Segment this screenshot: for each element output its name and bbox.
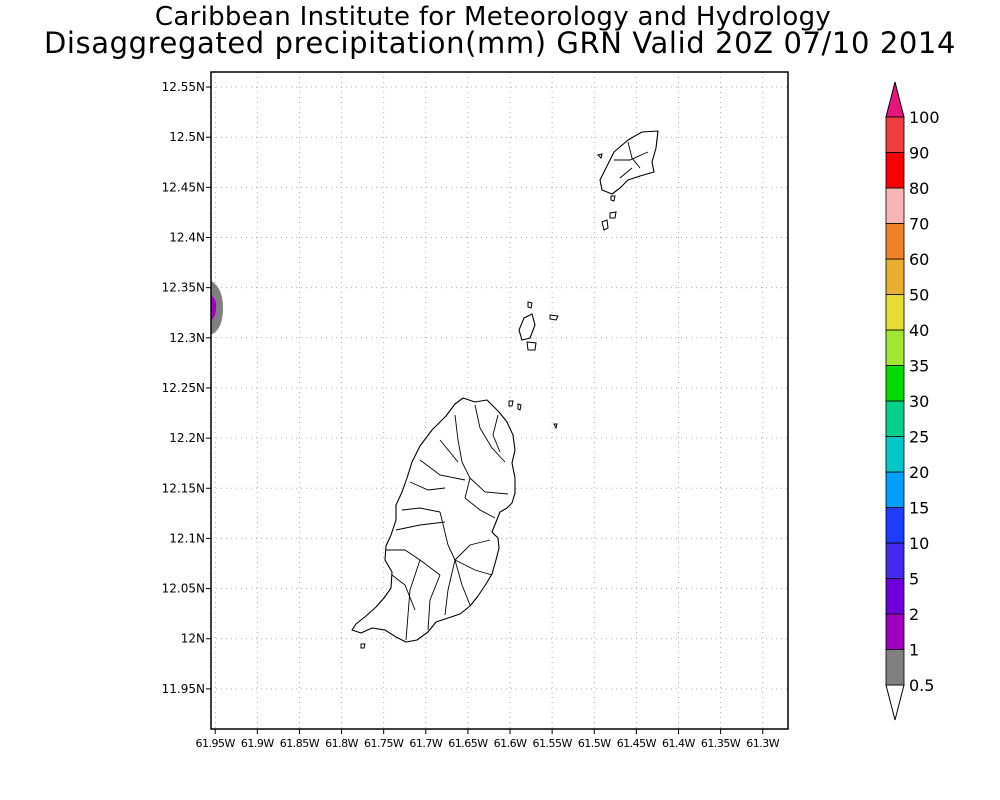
lon-tick-label: 61.85W [280, 737, 320, 750]
colorbar-swatch [885, 507, 905, 544]
grenada-boundaries [386, 404, 509, 641]
precip-area-outer [211, 280, 223, 335]
lat-tick-label: 12.35N [162, 281, 205, 295]
lon-tick-label: 61.9W [241, 737, 274, 750]
lat-tick-label: 12.05N [162, 582, 205, 596]
colorbar-label: 2 [909, 605, 919, 624]
small-island [553, 423, 558, 430]
lat-tick-label: 12N [181, 632, 205, 646]
precipitation-layer [211, 280, 223, 335]
lon-tick-label: 61.95W [196, 737, 236, 750]
lon-tick-label: 61.7W [409, 737, 442, 750]
colorbar-label: 15 [909, 499, 929, 518]
map-axes: 12.55N 12.5N 12.45N 12.4N 12.35N 12.3N 12.25N 1… [162, 80, 781, 750]
colorbar-label: 10 [909, 534, 929, 553]
lat-tick-label: 12.4N [169, 231, 205, 245]
ronde-island [518, 313, 536, 341]
petite-martinique-island [601, 219, 609, 231]
chart-subtitle: Disaggregated precipitation(mm) GRN Vali… [43, 26, 957, 60]
colorbar-swatch [885, 329, 905, 366]
colorbar-label: 80 [909, 179, 929, 198]
colorbar-label: 40 [909, 321, 929, 340]
colorbar-label: 70 [909, 215, 929, 234]
colorbar-swatch [885, 187, 905, 224]
colorbar-label: 1 [909, 641, 919, 660]
colorbar-label: 90 [909, 144, 929, 163]
colorbar-over-triangle [885, 81, 905, 118]
colorbar-swatch [885, 294, 905, 331]
lat-tick-label: 12.5N [169, 130, 205, 144]
colorbar-label: 50 [909, 286, 929, 305]
carriacou-island [599, 130, 659, 195]
colorbar-swatch [885, 578, 905, 615]
small-island [508, 400, 514, 407]
colorbar-swatch [885, 400, 905, 437]
colorbar-label: 100 [909, 108, 940, 127]
lon-tick-label: 61.55W [532, 737, 572, 750]
colorbar-swatch [885, 223, 905, 260]
lat-tick-label: 12.2N [169, 431, 205, 445]
chart-title: Caribbean Institute for Meteorology and … [154, 2, 832, 32]
small-island [517, 403, 522, 411]
colorbar-label: 20 [909, 463, 929, 482]
colorbar-swatch [885, 365, 905, 402]
colorbar-label: 30 [909, 392, 929, 411]
colorbar-swatch [885, 613, 905, 650]
small-island [527, 301, 533, 309]
map-frame [210, 71, 789, 730]
lon-tick-label: 61.8W [325, 737, 358, 750]
colorbar-swatch [885, 152, 905, 189]
lat-tick-label: 12.1N [169, 531, 205, 545]
lat-tick-label: 12.25N [162, 381, 205, 395]
grid-lines [211, 72, 788, 729]
lon-tick-label: 61.65W [448, 737, 488, 750]
colorbar-label: 25 [909, 428, 929, 447]
lon-tick-label: 61.45W [617, 737, 657, 750]
colorbar-swatch [885, 471, 905, 508]
lat-tick-label: 12.3N [169, 331, 205, 345]
lat-tick-label: 12.45N [162, 180, 205, 194]
small-island [597, 153, 603, 159]
colorbar-swatch [885, 258, 905, 295]
lon-tick-label: 61.4W [662, 737, 695, 750]
lon-tick-label: 61.3W [746, 737, 779, 750]
lon-tick-label: 61.5W [578, 737, 611, 750]
small-island [526, 341, 537, 351]
lon-tick-label: 61.6W [494, 737, 527, 750]
colorbar-swatch [885, 542, 905, 579]
lon-tick-label: 61.35W [701, 737, 741, 750]
carriacou-boundaries [614, 141, 649, 179]
small-island [549, 314, 559, 321]
colorbar-min-label: 0.5 [909, 676, 934, 695]
grenada-island [351, 397, 516, 643]
colorbar-label: 35 [909, 357, 929, 376]
colorbar-swatch [885, 116, 905, 153]
lat-tick-label: 12.55N [162, 80, 205, 94]
colorbar-swatch [885, 436, 905, 473]
small-island [610, 195, 616, 202]
colorbar-label: 5 [909, 570, 919, 589]
lon-tick-label: 61.75W [364, 737, 404, 750]
precip-area-inner [211, 294, 217, 321]
colorbar-under-triangle [885, 684, 905, 721]
small-island [360, 643, 366, 649]
small-island [609, 211, 617, 219]
colorbar-label: 60 [909, 250, 929, 269]
lat-tick-label: 11.95N [162, 682, 205, 696]
lat-tick-label: 12.15N [162, 481, 205, 495]
colorbar-swatch [885, 649, 905, 686]
